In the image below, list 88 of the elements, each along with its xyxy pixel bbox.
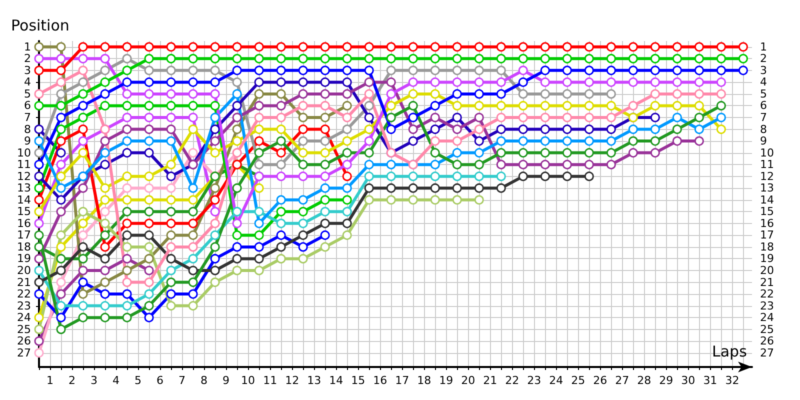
x-tick-label: 4 (112, 374, 120, 387)
y-tick-label: 11 (17, 158, 31, 172)
y-axis-title: Position (11, 16, 70, 34)
x-tick-label: 26 (593, 374, 608, 387)
y2-tick-label: 19 (760, 252, 774, 266)
y-tick-label: 20 (17, 264, 31, 277)
x-tick-label: 28 (637, 374, 652, 387)
x-tick-label: 19 (439, 374, 454, 387)
y2-tick-label: 3 (760, 64, 767, 77)
y-tick-label: 23 (17, 299, 31, 312)
y-tick-label: 27 (17, 346, 31, 360)
x-tick-label: 27 (615, 374, 630, 387)
x-tick-label: 32 (725, 374, 740, 387)
x-tick-label: 2 (68, 374, 76, 387)
y-tick-label: 6 (24, 99, 31, 112)
y2-tick-label: 16 (760, 216, 774, 230)
y-tick-label: 18 (17, 240, 31, 254)
x-tick-label: 10 (241, 374, 256, 387)
x-tick-label: 30 (681, 374, 696, 387)
x-axis-title: Laps (712, 342, 748, 360)
x-tick-label: 21 (483, 374, 498, 387)
y2-tick-label: 4 (760, 76, 767, 89)
y-tick-label: 26 (17, 334, 31, 348)
y2-tick-label: 12 (760, 170, 774, 183)
x-tick-label: 20 (461, 374, 476, 387)
y-tick-label: 7 (24, 111, 31, 124)
y-tick-label: 12 (17, 170, 31, 183)
x-tick-label: 18 (417, 374, 432, 387)
x-tick-label: 24 (549, 374, 564, 387)
x-tick-label: 16 (373, 374, 388, 387)
y2-tick-label: 6 (760, 99, 767, 112)
x-tick-label: 7 (178, 374, 186, 387)
x-tick-label: 6 (156, 374, 164, 387)
x-tick-label: 15 (351, 374, 366, 387)
y2-tick-label: 27 (760, 346, 774, 360)
x-tick-label: 8 (200, 374, 208, 387)
y-tick-label: 9 (24, 134, 31, 148)
x-tick-label: 11 (263, 374, 278, 387)
y2-tick-label: 17 (760, 228, 774, 242)
y2-tick-label: 2 (760, 52, 767, 66)
y2-tick-label: 18 (760, 240, 774, 254)
y-tick-label: 21 (17, 276, 31, 289)
x-tick-label: 1 (46, 374, 54, 387)
y-tick-label: 14 (17, 193, 31, 206)
y-tick-label: 13 (17, 182, 31, 195)
y-tick-label: 17 (17, 228, 31, 242)
y2-tick-label: 15 (760, 205, 774, 218)
x-tick-label: 13 (307, 374, 322, 387)
y2-tick-label: 14 (760, 193, 774, 206)
y-tick-label: 16 (17, 216, 31, 230)
y2-tick-label: 10 (760, 146, 774, 160)
y2-tick-label: 22 (760, 288, 774, 301)
y2-tick-label: 26 (760, 334, 774, 348)
x-tick-label: 25 (571, 374, 586, 387)
y-tick-label: 1 (24, 40, 31, 54)
y-tick-label: 15 (17, 205, 31, 218)
x-tick-label: 5 (134, 374, 142, 387)
y-tick-label: 8 (24, 122, 31, 136)
y-tick-label: 25 (17, 322, 31, 336)
x-tick-label: 9 (222, 374, 230, 387)
y-tick-label: 3 (24, 64, 31, 77)
y2-tick-label: 11 (760, 158, 774, 172)
y-tick-label: 4 (24, 76, 31, 89)
x-tick-label: 23 (527, 374, 542, 387)
y2-tick-label: 7 (760, 111, 767, 124)
y2-tick-label: 13 (760, 182, 774, 195)
y-tick-label: 19 (17, 252, 31, 266)
y2-tick-label: 21 (760, 276, 774, 289)
y-tick-label: 24 (17, 311, 31, 324)
y2-tick-label: 23 (760, 299, 774, 312)
y2-tick-label: 25 (760, 322, 774, 336)
y2-tick-label: 5 (760, 87, 767, 100)
y2-tick-label: 24 (760, 311, 774, 324)
y-tick-label: 22 (17, 288, 31, 301)
x-tick-label: 14 (329, 374, 344, 387)
y2-tick-label: 1 (760, 40, 767, 54)
x-tick-label: 22 (505, 374, 520, 387)
x-tick-label: 31 (703, 374, 718, 387)
y-tick-label: 10 (17, 146, 31, 160)
y2-tick-label: 9 (760, 134, 767, 148)
y-tick-label: 5 (24, 87, 31, 100)
x-tick-label: 17 (395, 374, 410, 387)
x-tick-label: 29 (659, 374, 674, 387)
y2-tick-label: 8 (760, 122, 767, 136)
x-tick-label: 3 (90, 374, 98, 387)
y-tick-label: 2 (24, 52, 31, 66)
y2-tick-label: 20 (760, 264, 774, 277)
x-tick-label: 12 (285, 374, 300, 387)
